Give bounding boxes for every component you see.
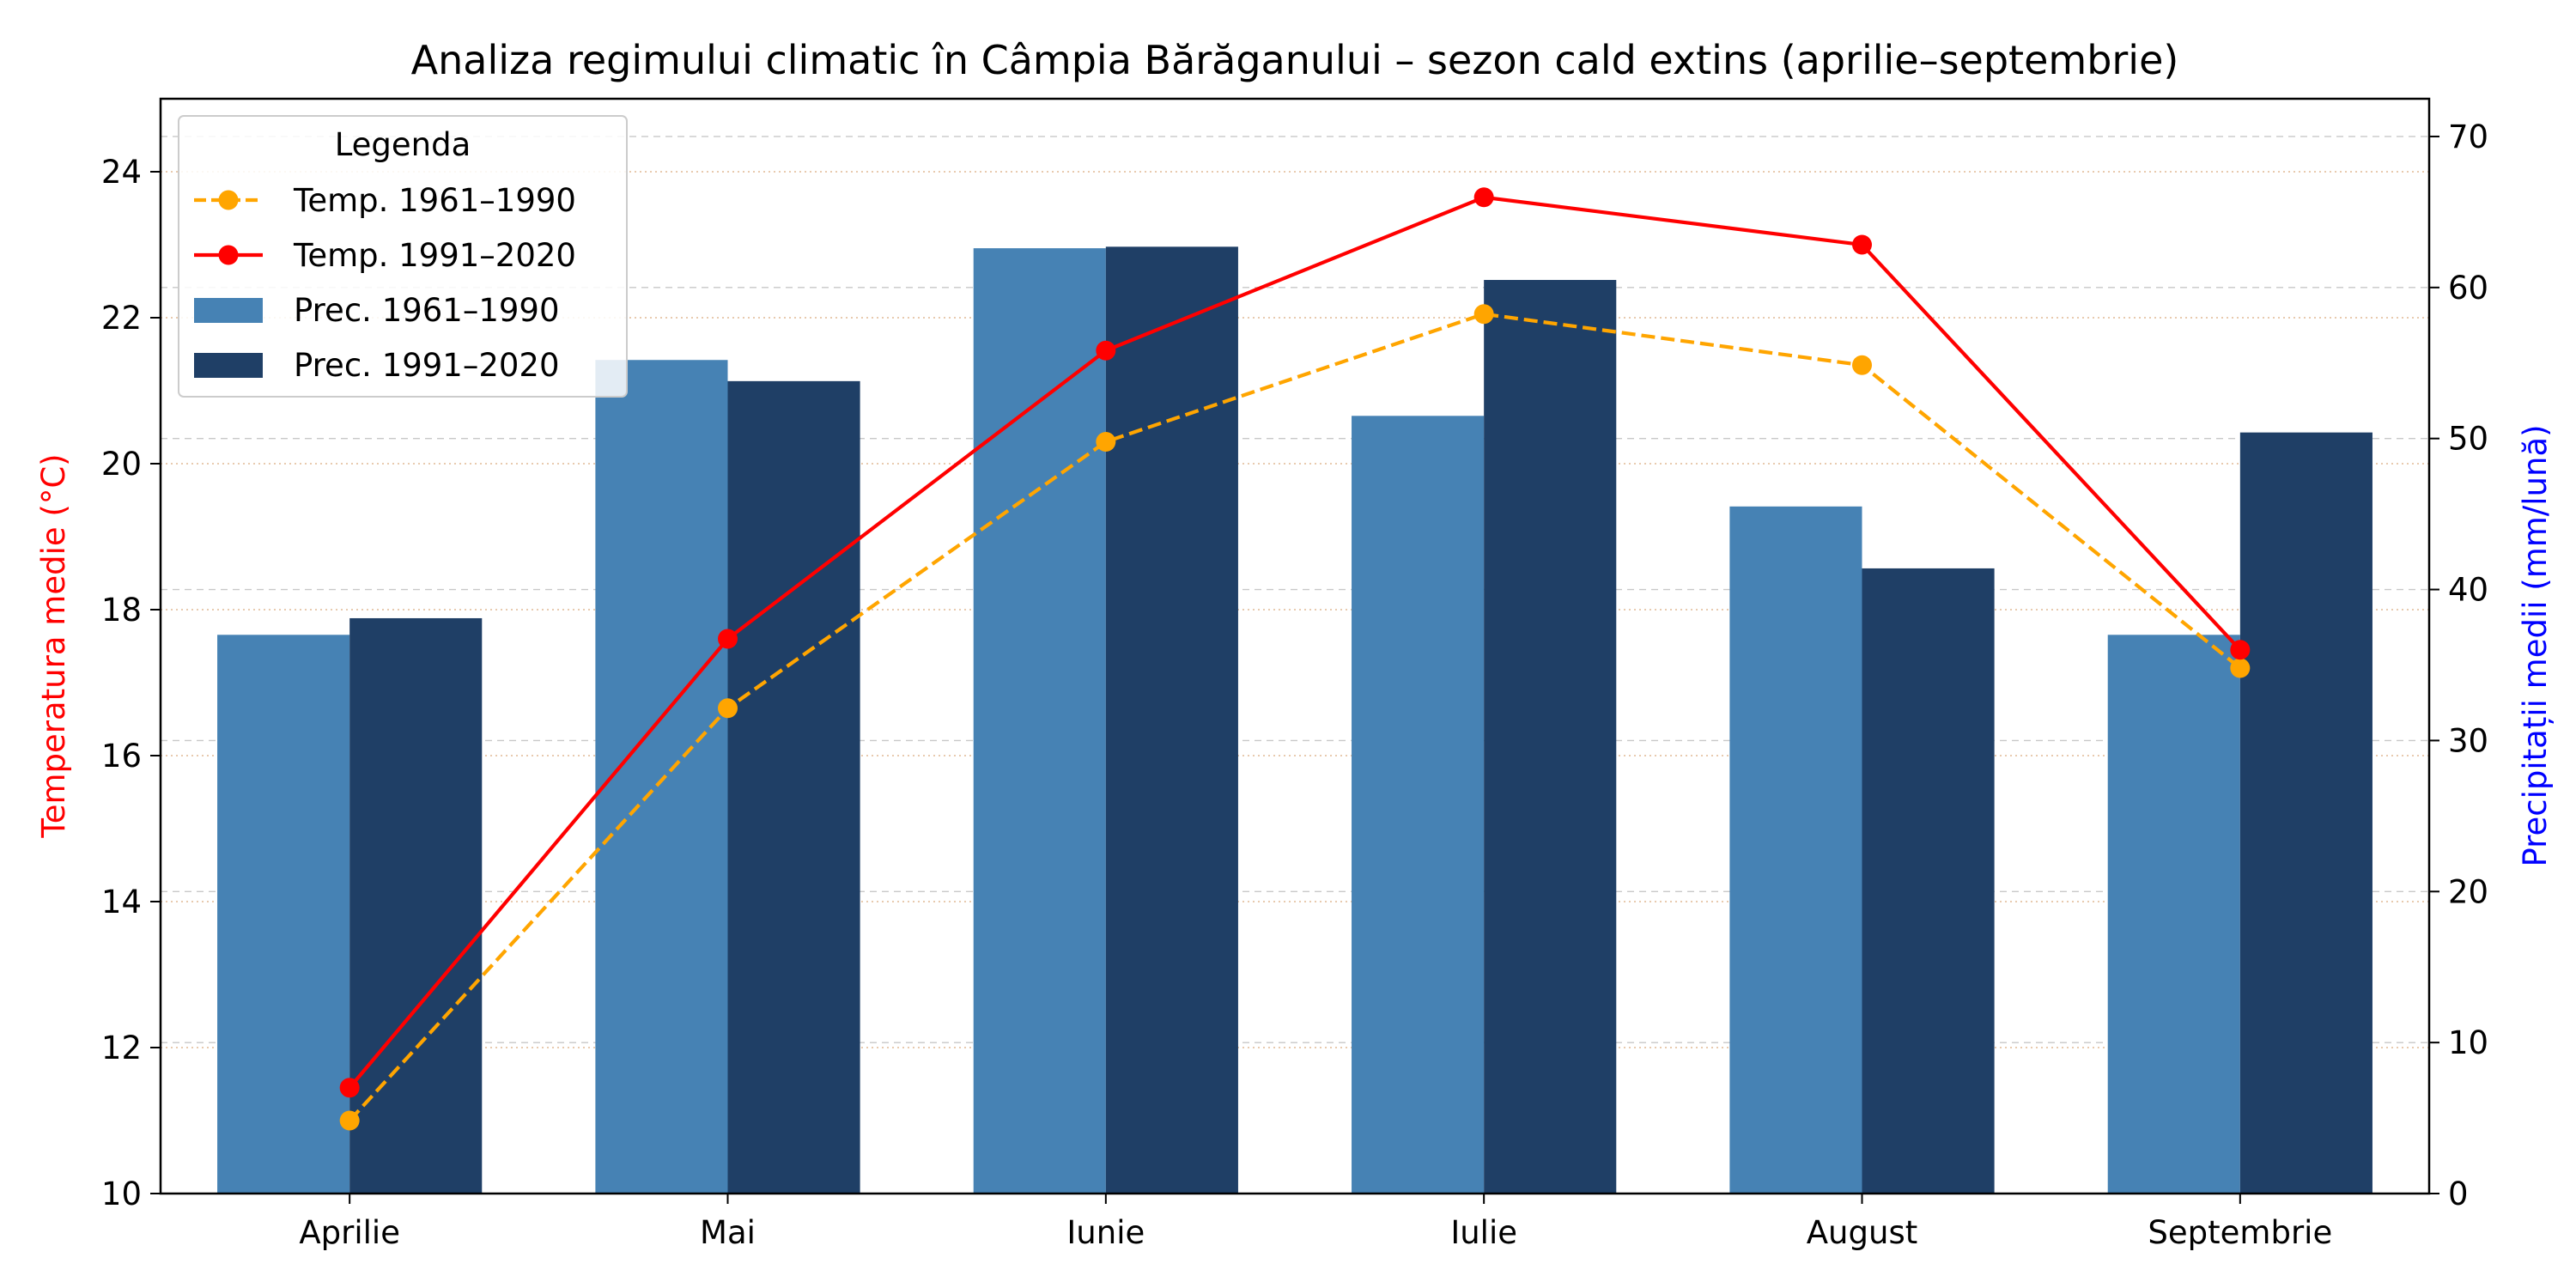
left-tick-label: 16 xyxy=(101,738,142,775)
legend-title: Legenda xyxy=(335,126,471,163)
right-tick-label: 20 xyxy=(2448,873,2488,910)
right-tick-label: 60 xyxy=(2448,270,2488,307)
data-point xyxy=(1473,304,1494,325)
plot-frame xyxy=(159,97,2431,1195)
x-axis-ticks: Aprilie Mai Iunie Iulie August Septembrie xyxy=(299,1194,2332,1251)
bar xyxy=(2239,432,2372,1194)
data-point xyxy=(718,698,738,719)
bar xyxy=(1352,416,1485,1194)
left-tick-label: 24 xyxy=(101,154,142,191)
bar xyxy=(1105,246,1238,1194)
legend-bar-swatch xyxy=(194,298,263,323)
right-axis-label: Precipitații medii (mm/lună) xyxy=(2517,424,2554,866)
bar xyxy=(595,360,728,1194)
left-tick-label: 18 xyxy=(101,592,142,629)
bar xyxy=(1484,280,1617,1194)
legend-entry-label: Prec. 1961–1990 xyxy=(294,292,560,329)
x-tick-label: Iunie xyxy=(1066,1214,1145,1251)
lines-layer xyxy=(339,187,2251,1131)
left-tick-label: 14 xyxy=(101,884,142,920)
x-tick-label: Aprilie xyxy=(299,1214,400,1251)
left-tick-label: 10 xyxy=(101,1176,142,1212)
data-point xyxy=(2230,658,2251,678)
legend-entry-label: Temp. 1991–2020 xyxy=(293,237,576,274)
left-axis-label: Temperatura medie (°C) xyxy=(35,453,72,838)
data-point xyxy=(2230,640,2251,660)
bar xyxy=(2107,635,2240,1194)
bar xyxy=(217,635,350,1194)
x-tick-label: Septembrie xyxy=(2148,1214,2332,1251)
bar xyxy=(1729,506,1862,1194)
legend-marker xyxy=(218,190,239,210)
data-point xyxy=(1852,234,1872,255)
left-tick-label: 20 xyxy=(101,446,142,483)
series-line xyxy=(348,195,2242,1090)
data-point xyxy=(339,1078,360,1098)
legend-entry-label: Prec. 1991–2020 xyxy=(294,347,560,384)
data-point xyxy=(1473,187,1494,208)
right-tick-label: 0 xyxy=(2448,1176,2469,1212)
legend-marker xyxy=(218,245,239,265)
data-point xyxy=(1852,355,1872,375)
bar xyxy=(349,617,483,1194)
data-point xyxy=(718,629,738,649)
right-tick-label: 40 xyxy=(2448,572,2488,609)
legend-entry-label: Temp. 1961–1990 xyxy=(293,182,576,219)
right-tick-label: 10 xyxy=(2448,1024,2488,1061)
left-tick-label: 22 xyxy=(101,300,142,337)
x-tick-label: Iulie xyxy=(1450,1214,1517,1251)
bars-layer xyxy=(217,246,2372,1194)
chart-title: Analiza regimului climatic în Câmpia Băr… xyxy=(411,37,2179,83)
legend-bar-swatch xyxy=(194,353,263,378)
bar xyxy=(1862,568,1995,1194)
bar xyxy=(973,248,1106,1194)
bar xyxy=(727,380,860,1194)
right-axis-ticks: 0 10 20 30 40 50 60 70 xyxy=(2429,118,2488,1212)
legend-entries: Temp. 1961–1990 Temp. 1991–2020 Prec. 1961… xyxy=(194,182,576,384)
legend-box xyxy=(178,115,628,398)
series-line xyxy=(348,312,2242,1122)
grid-layer xyxy=(161,136,2429,1048)
left-axis-ticks: 10 12 14 16 18 20 22 24 xyxy=(101,154,161,1212)
left-tick-label: 12 xyxy=(101,1030,142,1066)
right-tick-label: 70 xyxy=(2448,118,2488,155)
data-point xyxy=(1096,432,1116,452)
right-tick-label: 50 xyxy=(2448,421,2488,458)
x-tick-label: August xyxy=(1807,1214,1917,1251)
data-point xyxy=(1096,340,1116,361)
right-tick-label: 30 xyxy=(2448,722,2488,759)
data-point xyxy=(339,1110,360,1131)
legend: Legenda Temp. 1961–1990 Temp. 1991–2020 Pr… xyxy=(178,115,628,398)
x-tick-label: Mai xyxy=(700,1214,756,1251)
